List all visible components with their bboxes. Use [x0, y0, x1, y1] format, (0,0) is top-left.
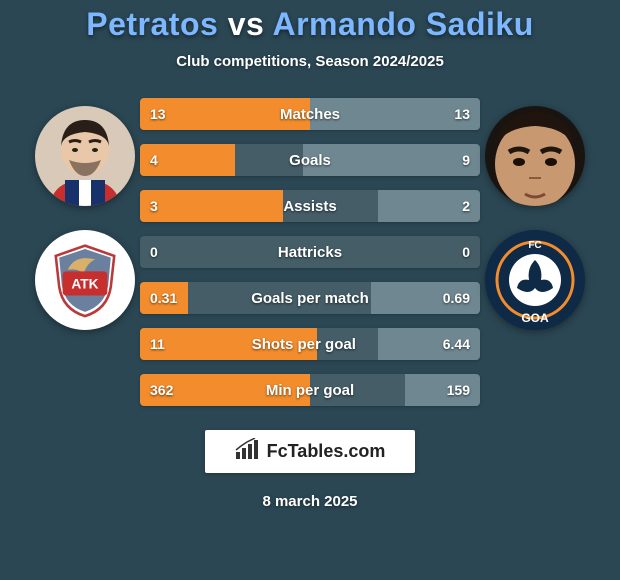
title-vs: vs — [228, 6, 265, 42]
left-column: ATK — [30, 98, 140, 330]
right-column: FC GOA — [480, 98, 590, 330]
branding-badge: FcTables.com — [205, 430, 416, 473]
stat-fill-left — [140, 190, 283, 222]
stat-label: Matches — [280, 106, 340, 123]
stat-row: 11 Shots per goal 6.44 — [140, 328, 480, 360]
branding-text: FcTables.com — [267, 441, 386, 462]
stat-value-left: 3 — [150, 198, 158, 214]
player1-avatar — [35, 106, 135, 206]
stat-value-right: 9 — [462, 152, 470, 168]
stat-label: Goals — [289, 152, 331, 169]
stat-value-right: 6.44 — [443, 336, 470, 352]
stat-value-right: 13 — [454, 106, 470, 122]
stat-value-left: 11 — [150, 336, 165, 352]
stat-label: Min per goal — [266, 382, 354, 399]
stat-label: Shots per goal — [252, 336, 356, 353]
comparison-card: Petratos vs Armando Sadiku Club competit… — [0, 0, 620, 580]
stat-value-left: 0.31 — [150, 290, 177, 306]
page-title: Petratos vs Armando Sadiku — [86, 6, 534, 43]
stat-value-right: 2 — [462, 198, 470, 214]
player2-club-badge: FC GOA — [485, 230, 585, 330]
stat-row: 3 Assists 2 — [140, 190, 480, 222]
chart-icon — [235, 438, 259, 465]
title-player2: Armando Sadiku — [272, 6, 533, 42]
stat-label: Goals per match — [251, 290, 369, 307]
stat-value-left: 13 — [150, 106, 166, 122]
comparison-body: ATK 13 Matches 13 4 Goals 9 3 Assists 2 0 Hattrick… — [0, 98, 620, 406]
player1-club-badge: ATK — [35, 230, 135, 330]
svg-text:GOA: GOA — [521, 311, 549, 325]
stat-row: 13 Matches 13 — [140, 98, 480, 130]
footer-date: 8 march 2025 — [262, 493, 357, 510]
stat-row: 4 Goals 9 — [140, 144, 480, 176]
stat-value-right: 0.69 — [443, 290, 470, 306]
stat-row: 362 Min per goal 159 — [140, 374, 480, 406]
stat-value-left: 4 — [150, 152, 158, 168]
stat-row: 0.31 Goals per match 0.69 — [140, 282, 480, 314]
svg-text:FC: FC — [528, 240, 541, 251]
stat-value-left: 362 — [150, 382, 173, 398]
stat-value-right: 0 — [462, 244, 470, 260]
stat-row: 0 Hattricks 0 — [140, 236, 480, 268]
player2-avatar — [485, 106, 585, 206]
subtitle: Club competitions, Season 2024/2025 — [176, 53, 444, 70]
stats-bars: 13 Matches 13 4 Goals 9 3 Assists 2 0 Hattricks 0 0.… — [140, 98, 480, 406]
stat-label: Hattricks — [278, 244, 342, 261]
stat-value-right: 159 — [447, 382, 470, 398]
stat-value-left: 0 — [150, 244, 158, 260]
svg-text:ATK: ATK — [71, 277, 98, 292]
stat-label: Assists — [283, 198, 336, 215]
title-player1: Petratos — [86, 6, 218, 42]
